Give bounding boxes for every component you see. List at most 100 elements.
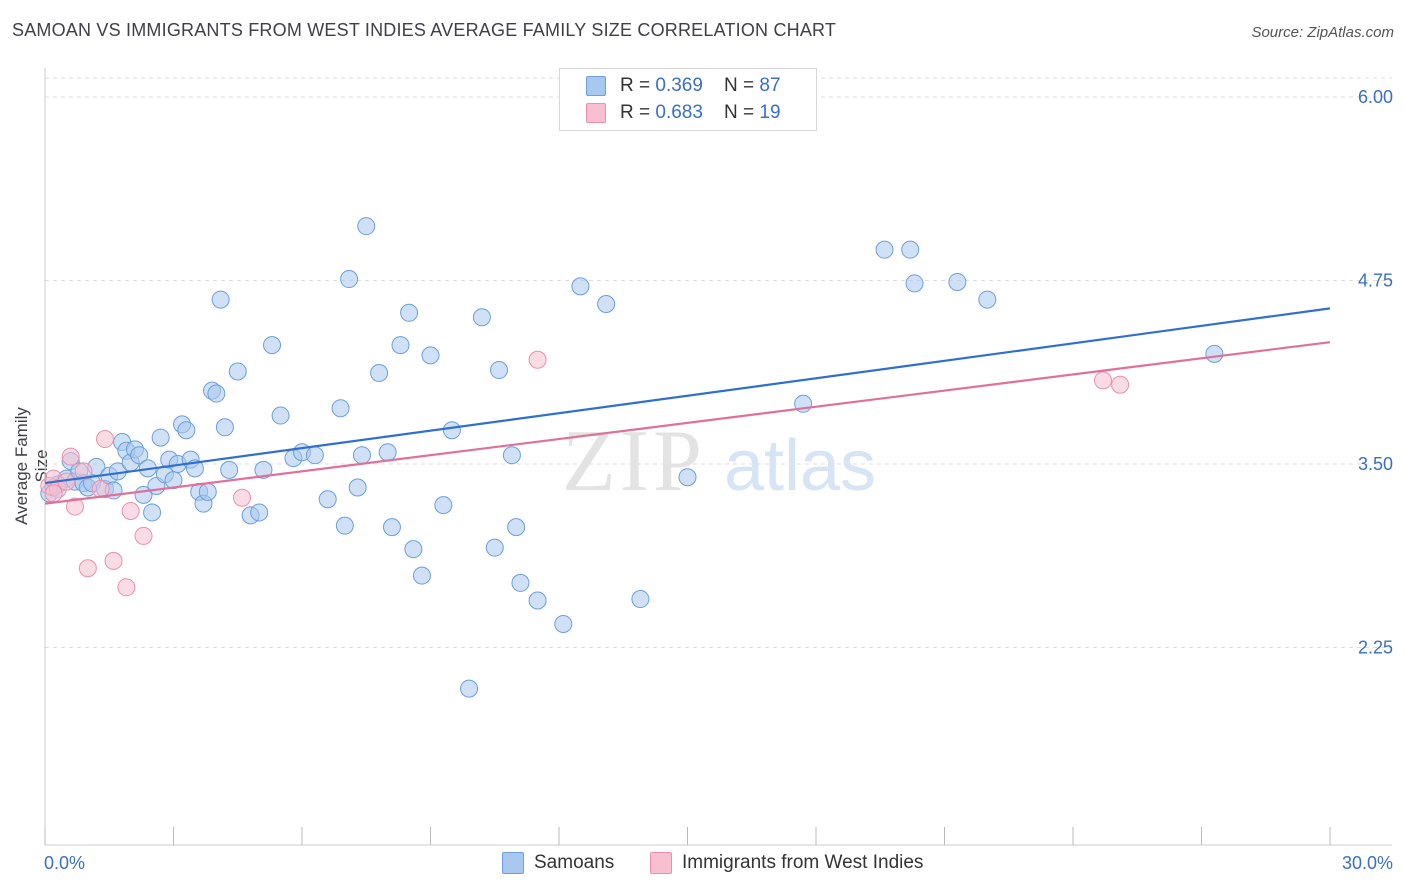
- legend-n-label: N =: [724, 102, 760, 123]
- samoans-point: [228, 362, 247, 381]
- samoans-point: [335, 516, 354, 535]
- samoans-point: [948, 272, 967, 291]
- samoans-trend-line: [44, 307, 1331, 485]
- y-tick-label: 4.75: [1358, 271, 1393, 291]
- series-swatch-west-indies: [650, 852, 672, 874]
- samoans-point: [211, 290, 230, 309]
- legend-n-value-west-indies: 19: [759, 102, 781, 123]
- west-indies-point: [134, 526, 153, 545]
- west-indies-point: [61, 447, 80, 466]
- samoans-point: [507, 518, 526, 537]
- samoans-point: [434, 496, 453, 515]
- legend-r-value-west-indies: 0.683: [655, 102, 703, 123]
- west-indies-point: [1093, 371, 1112, 390]
- samoans-point: [318, 490, 337, 509]
- trend-lines: [44, 307, 1331, 505]
- samoans-point: [460, 679, 479, 698]
- samoans-point: [905, 274, 924, 293]
- samoans-point: [421, 346, 440, 365]
- west-indies-trend-line: [44, 341, 1331, 505]
- samoans-point: [357, 217, 376, 236]
- west-indies-point: [44, 484, 63, 503]
- samoans-point: [571, 277, 590, 296]
- samoans-point: [1205, 344, 1224, 363]
- series-label-west-indies: Immigrants from West Indies: [682, 852, 924, 873]
- samoans-point: [502, 446, 521, 465]
- samoans-point: [382, 518, 401, 537]
- samoans-point: [631, 590, 650, 609]
- samoans-point: [391, 336, 410, 355]
- series-legend-samoans[interactable]: Samoans: [502, 852, 614, 874]
- samoans-point: [250, 503, 269, 522]
- samoans-point: [370, 363, 389, 382]
- y-tick-label: 6.00: [1358, 87, 1393, 107]
- samoans-point: [348, 478, 367, 497]
- samoans-point: [442, 421, 461, 440]
- samoans-point: [340, 270, 359, 289]
- axes: [44, 68, 1392, 846]
- chart-source: Source: ZipAtlas.com: [1251, 24, 1394, 41]
- west-indies-point: [65, 497, 84, 516]
- west-indies-point: [528, 350, 547, 369]
- samoans-point: [130, 446, 149, 465]
- watermark: ZIP atlas: [562, 413, 876, 510]
- samoans-point: [207, 384, 226, 403]
- samoans-point: [400, 303, 419, 322]
- x-tick-label-max: 30.0%: [1342, 853, 1393, 873]
- samoans-point: [511, 573, 530, 592]
- samoans-point: [263, 336, 282, 355]
- legend-r-label: R =: [620, 102, 656, 123]
- samoans-point: [412, 566, 431, 585]
- samoans-point: [485, 538, 504, 557]
- legend-row-samoans: R = 0.369 N = 87: [586, 74, 781, 98]
- series-legend-west-indies[interactable]: Immigrants from West Indies: [650, 852, 923, 874]
- samoans-point: [528, 591, 547, 610]
- correlation-legend: R = 0.369 N = 87 R = 0.683 N = 19: [559, 68, 817, 131]
- samoans-point: [490, 361, 509, 380]
- legend-n-label: N =: [724, 75, 760, 96]
- samoans-point: [875, 240, 894, 259]
- tick-labels: 0.0% 30.0% 2.25 3.50 4.75 6.00: [44, 87, 1393, 873]
- samoans-point: [220, 460, 239, 479]
- west-indies-point: [78, 559, 97, 578]
- series-legend: Samoans Immigrants from West Indies: [0, 852, 1406, 878]
- series-label-samoans: Samoans: [534, 852, 615, 873]
- samoans-point: [978, 290, 997, 309]
- series-swatch-samoans: [502, 852, 524, 874]
- legend-n-value-samoans: 87: [759, 75, 781, 96]
- legend-swatch-samoans: [586, 76, 606, 96]
- samoans-point: [597, 294, 616, 313]
- samoans-point: [352, 446, 371, 465]
- chart-title: SAMOAN VS IMMIGRANTS FROM WEST INDIES AV…: [12, 20, 837, 40]
- west-indies-point: [121, 501, 140, 520]
- west-indies-point: [95, 430, 114, 449]
- grid-lines: [45, 77, 1392, 648]
- samoans-point: [198, 482, 217, 501]
- west-indies-point: [1111, 375, 1130, 394]
- watermark-zip: ZIP: [562, 413, 706, 510]
- samoans-point: [143, 503, 162, 522]
- west-indies-point: [104, 551, 123, 570]
- samoans-point: [901, 240, 920, 259]
- legend-r-label: R =: [620, 75, 656, 96]
- y-tick-label: 2.25: [1358, 638, 1393, 658]
- west-indies-point: [74, 462, 93, 481]
- samoans-point: [305, 446, 324, 465]
- samoans-point: [378, 443, 397, 462]
- samoans-point: [331, 399, 350, 418]
- samoans-point: [554, 615, 573, 634]
- legend-swatch-west-indies: [586, 103, 606, 123]
- west-indies-point: [117, 578, 136, 597]
- samoans-point: [215, 418, 234, 437]
- y-tick-label: 3.50: [1358, 454, 1393, 474]
- legend-r-value-samoans: 0.369: [655, 75, 703, 96]
- legend-row-west-indies: R = 0.683 N = 19: [586, 101, 781, 125]
- watermark-atlas: atlas: [724, 426, 876, 506]
- x-tick-label-min: 0.0%: [44, 853, 85, 873]
- samoans-point: [177, 421, 196, 440]
- west-indies-point: [233, 488, 252, 507]
- samoans-point: [254, 460, 273, 479]
- samoans-point: [404, 540, 423, 559]
- samoans-point: [271, 406, 290, 425]
